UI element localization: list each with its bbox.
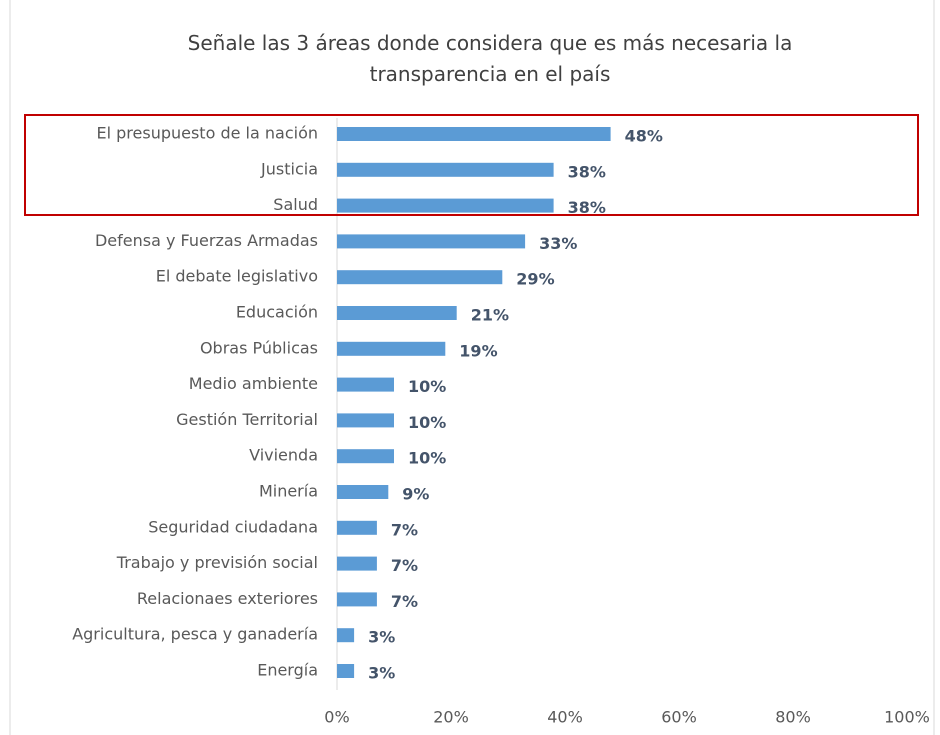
bar (337, 341, 446, 356)
bar (337, 592, 377, 607)
bar (337, 377, 394, 392)
x-tick-label: 20% (433, 708, 469, 727)
data-label: 19% (459, 341, 497, 360)
data-label: 10% (408, 413, 446, 432)
data-label: 10% (408, 377, 446, 396)
data-label: 48% (625, 127, 663, 146)
y-tick-label: Defensa y Fuerzas Armadas (95, 231, 318, 250)
x-tick-label: 0% (324, 708, 349, 727)
data-label: 3% (368, 628, 395, 647)
y-tick-label: Salud (273, 195, 318, 214)
y-tick-label: El debate legislativo (156, 267, 318, 286)
bar (337, 520, 377, 535)
x-tick-label: 40% (547, 708, 583, 727)
y-tick-label: Agricultura, pesca y ganadería (72, 625, 318, 644)
y-tick-label: Relacionaes exteriores (137, 589, 318, 608)
y-tick-label: Educación (236, 303, 318, 322)
bar (337, 449, 394, 464)
bar (337, 556, 377, 571)
bar (337, 162, 554, 177)
bar (337, 234, 526, 249)
chart-title: Señale las 3 áreas donde considera que e… (187, 31, 793, 86)
bar (337, 306, 457, 320)
bar (337, 198, 554, 213)
bar (337, 485, 389, 499)
x-tick-label: 80% (775, 708, 811, 727)
data-label: 7% (391, 520, 418, 539)
highlight-box (24, 114, 919, 216)
y-tick-label: Obras Públicas (200, 338, 318, 357)
data-label: 7% (391, 592, 418, 611)
data-label: 38% (568, 162, 606, 181)
data-label: 38% (568, 198, 606, 217)
chart-border (9, 0, 935, 735)
y-tick-label: Trabajo y previsión social (116, 553, 318, 572)
data-label: 10% (408, 449, 446, 468)
y-tick-label: Energía (257, 661, 318, 680)
data-label: 9% (402, 485, 429, 504)
data-label: 33% (539, 234, 577, 253)
bar (337, 628, 355, 643)
bar (337, 664, 355, 678)
bar (337, 413, 394, 428)
y-tick-label: Medio ambiente (189, 374, 318, 393)
data-label: 7% (391, 556, 418, 575)
data-label: 3% (368, 664, 395, 683)
x-tick-label: 100% (884, 708, 930, 727)
x-tick-label: 60% (661, 708, 697, 727)
y-tick-label: Minería (259, 482, 318, 501)
y-tick-label: Justicia (260, 159, 318, 178)
y-tick-label: Seguridad ciudadana (148, 517, 318, 536)
y-tick-label: Vivienda (249, 446, 318, 465)
bar (337, 270, 503, 285)
data-label: 21% (471, 306, 509, 325)
data-label: 29% (516, 270, 554, 289)
y-tick-label: El presupuesto de la nación (96, 124, 318, 143)
y-tick-label: Gestión Territorial (176, 410, 318, 429)
bar (337, 127, 611, 141)
